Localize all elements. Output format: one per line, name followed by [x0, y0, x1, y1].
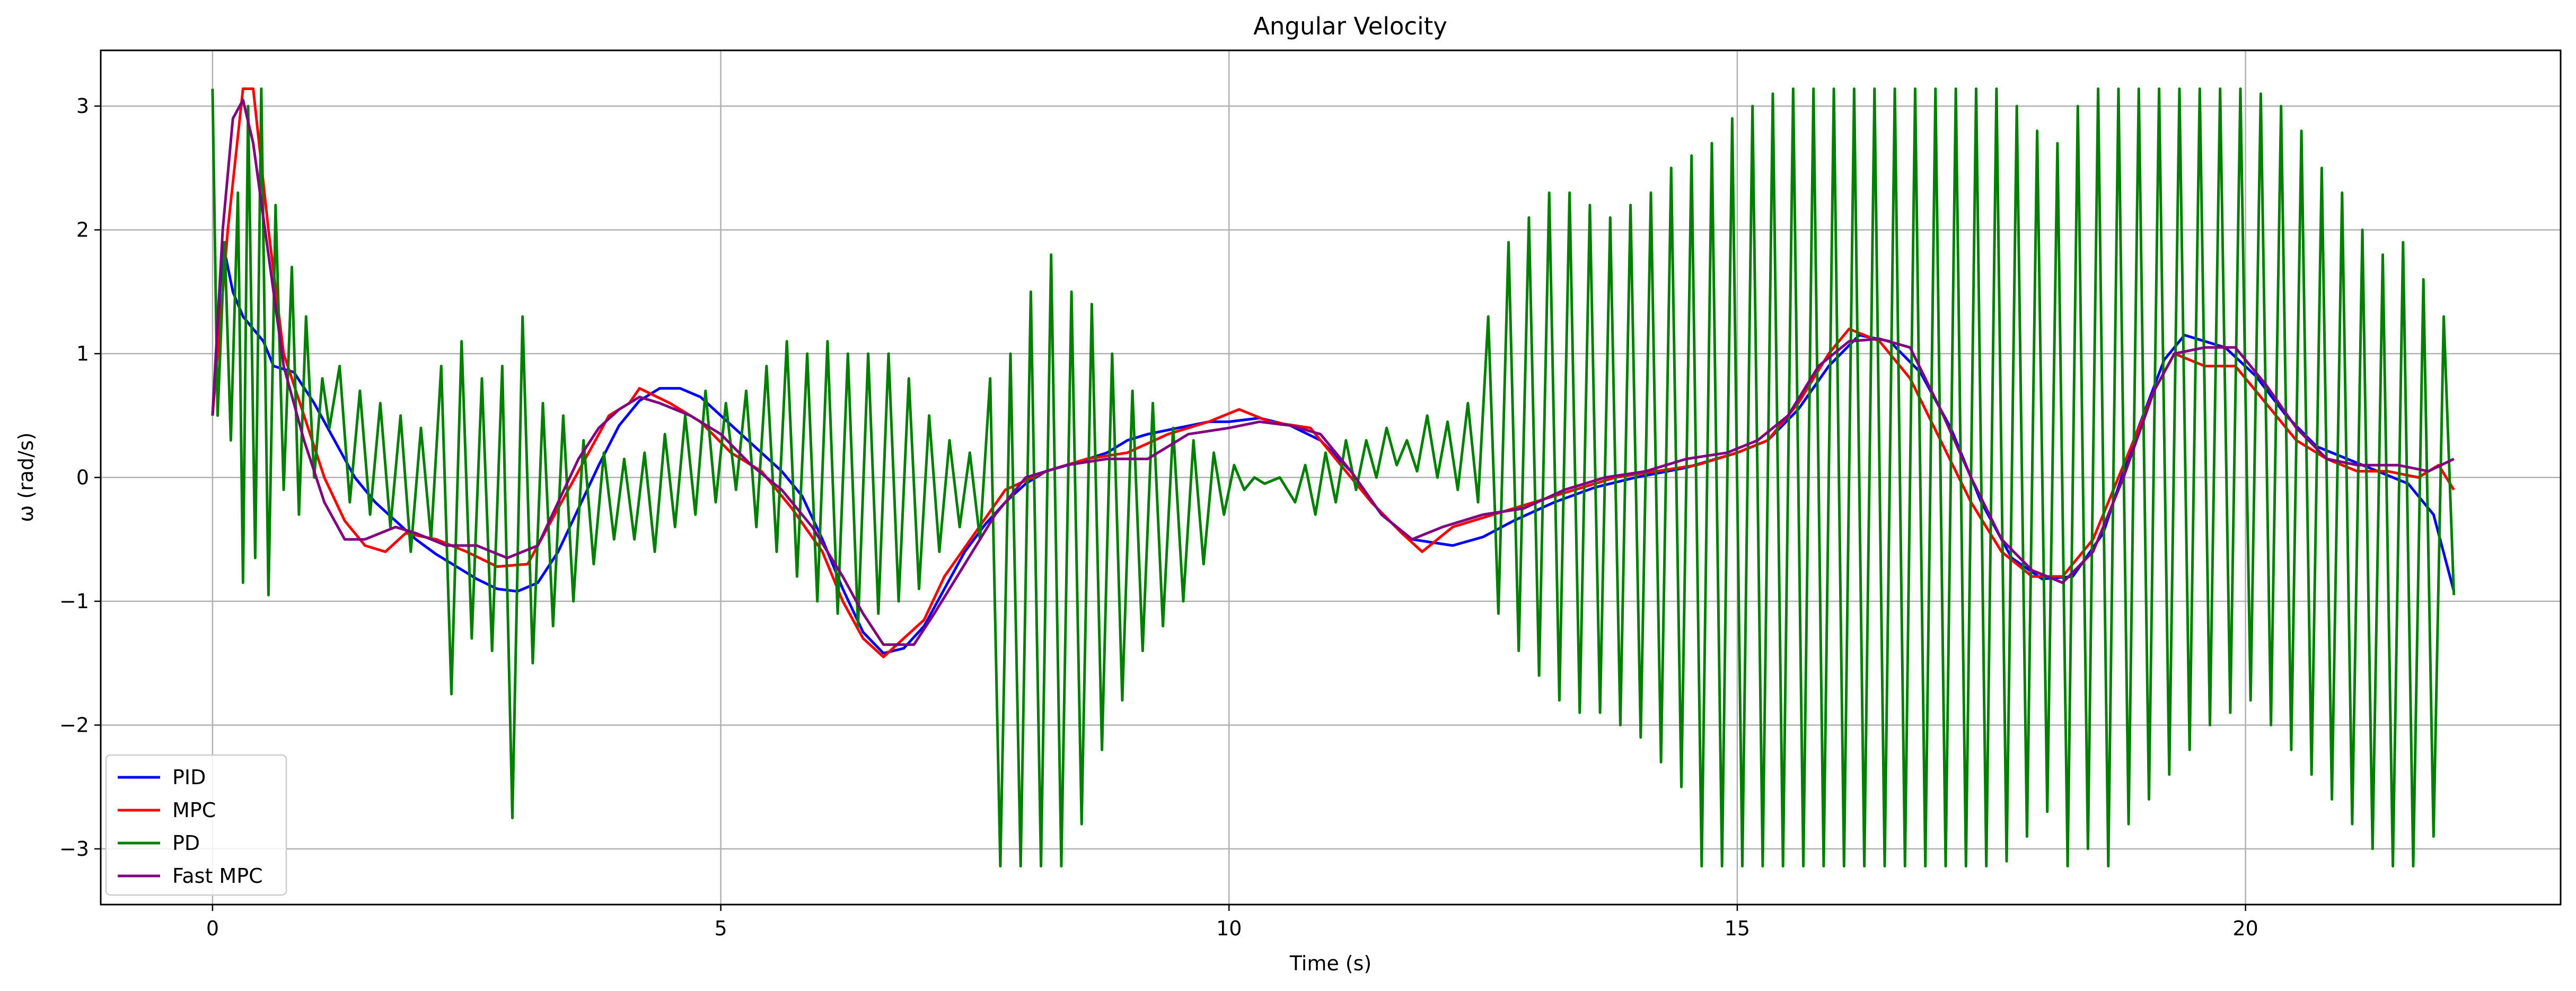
legend-label-fast-mpc: Fast MPC — [172, 864, 263, 888]
legend-label-mpc: MPC — [172, 799, 216, 822]
series-line-pd — [211, 87, 2456, 868]
y-tick-label: 3 — [76, 94, 89, 118]
y-tick-label: 1 — [76, 342, 89, 365]
x-tick-label: 0 — [206, 917, 219, 940]
series-line-fast-mpc — [211, 98, 2455, 646]
x-tick-label: 20 — [2232, 917, 2258, 940]
legend-box — [105, 754, 287, 896]
x-axis-label: Time (s) — [1289, 952, 1372, 975]
x-tick-label: 10 — [1216, 917, 1242, 940]
y-axis-label: ω (rad/s) — [14, 432, 38, 522]
plot-series — [211, 87, 2456, 868]
y-tick-label: 2 — [76, 218, 89, 242]
y-tick-label: −2 — [59, 713, 89, 736]
x-tick-label: 5 — [714, 917, 727, 940]
y-tick-label: −3 — [59, 837, 89, 861]
y-tick-label: 0 — [76, 466, 89, 489]
y-tick-label: −1 — [59, 590, 89, 613]
chart-title: Angular Velocity — [1253, 12, 1447, 40]
axis-ticks: 0 5 10 15 20 −3 −2 −1 0 1 2 3 — [59, 94, 2258, 940]
x-tick-label: 15 — [1725, 917, 1750, 940]
legend-label-pid: PID — [172, 766, 206, 789]
legend-label-pd: PD — [172, 831, 200, 855]
legend: PID MPC PD Fast MPC — [105, 754, 287, 896]
